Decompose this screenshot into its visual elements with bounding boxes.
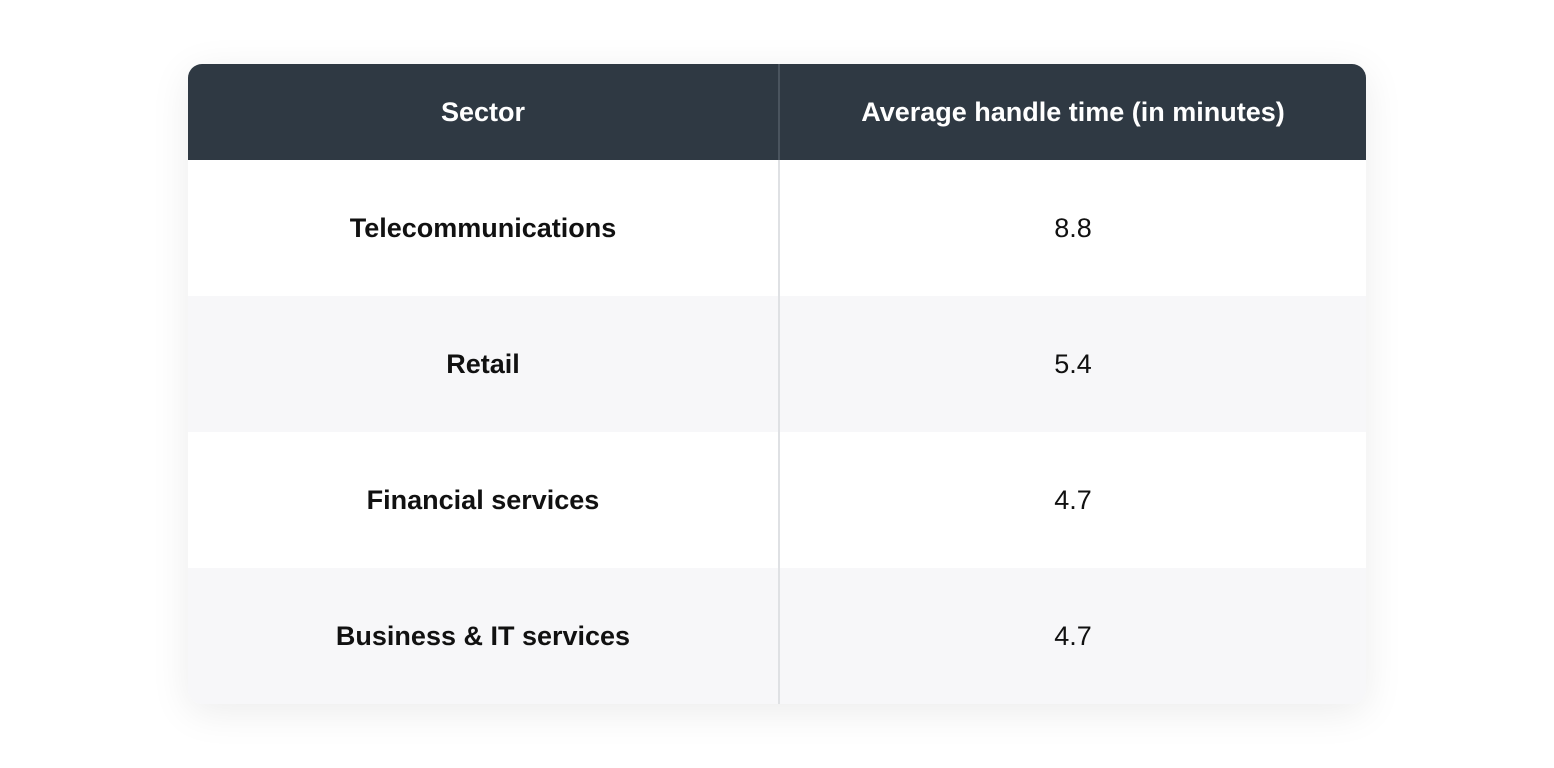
sector-cell: Financial services [188, 432, 780, 568]
header-cell: Average handle time (in minutes) [861, 96, 1285, 127]
sector-cell: Telecommunications [188, 160, 780, 296]
table: Sector Average handle time (in minutes) … [188, 64, 1366, 704]
sector-cell: Retail [188, 296, 780, 432]
header-row: Sector Average handle time (in minutes) [188, 64, 1366, 160]
table-row: Retail 5.4 [188, 296, 1366, 432]
value-cell: 4.7 [1054, 484, 1092, 515]
table-row: Financial services 4.7 [188, 432, 1366, 568]
header-cell: Sector [188, 64, 780, 160]
value-cell: 8.8 [1054, 212, 1092, 243]
value-cell: 5.4 [1054, 348, 1092, 379]
table-row: Telecommunications 8.8 [188, 160, 1366, 296]
table-row: Business & IT services 4.7 [188, 568, 1366, 704]
sector-cell: Business & IT services [188, 568, 780, 704]
value-cell: 4.7 [1054, 620, 1092, 651]
